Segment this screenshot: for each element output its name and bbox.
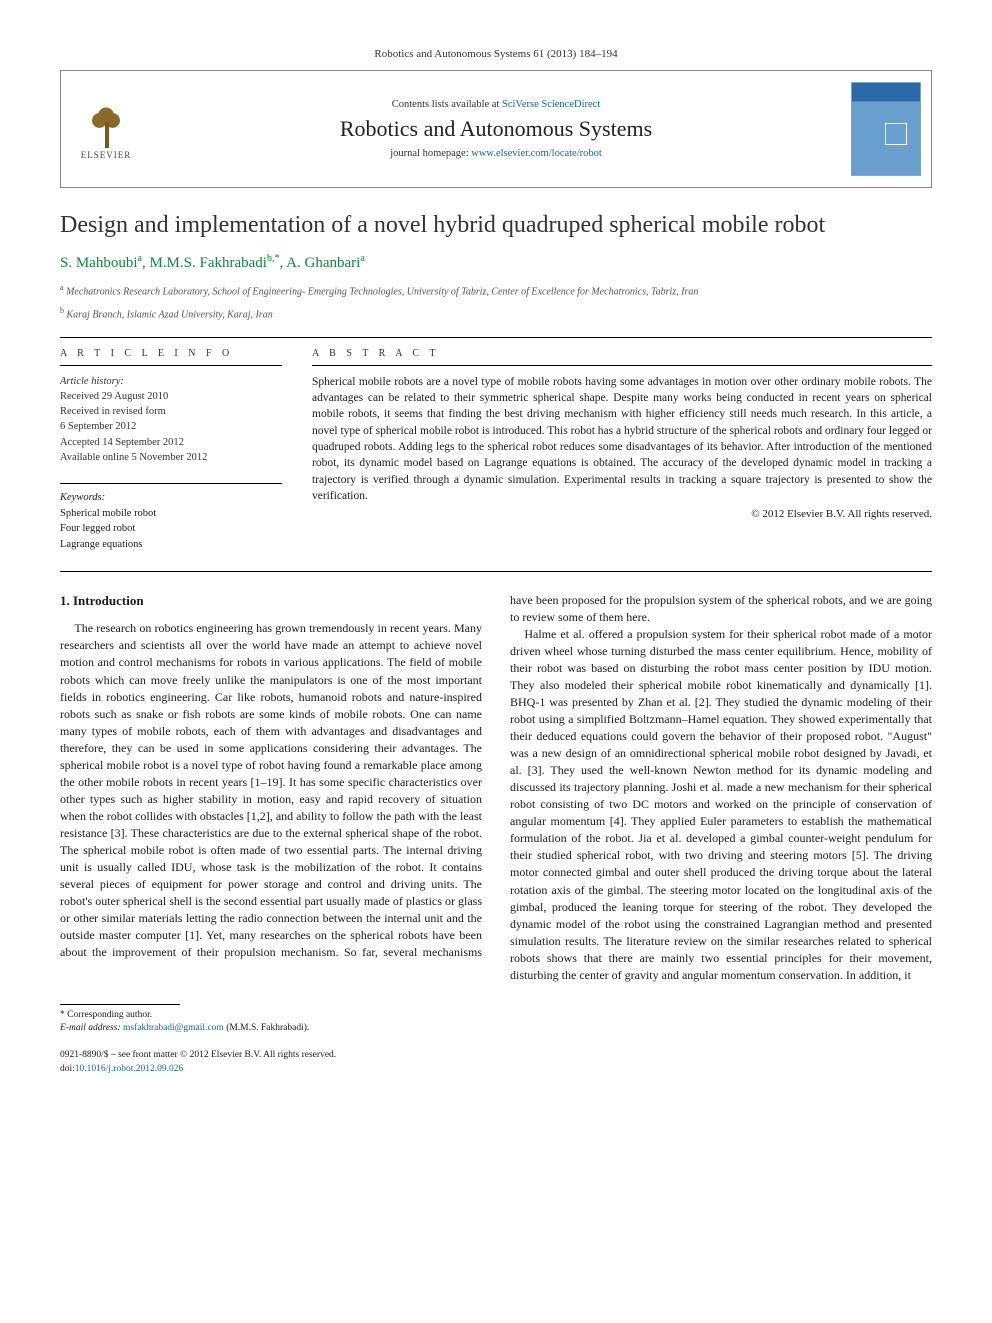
- sciencedirect-link[interactable]: SciVerse ScienceDirect: [502, 99, 600, 110]
- section-1-heading: 1. Introduction: [60, 592, 482, 610]
- keywords-block: Keywords: Spherical mobile robot Four le…: [60, 483, 282, 553]
- contents-line: Contents lists available at SciVerse Sci…: [151, 99, 841, 110]
- history-line-1: Received in revised form: [60, 404, 282, 419]
- affiliation-b: b Karaj Branch, Islamic Azad University,…: [60, 305, 932, 322]
- abstract-text: Spherical mobile robots are a novel type…: [312, 374, 932, 505]
- email-who: (M.M.S. Fakhrabadi).: [226, 1023, 309, 1033]
- history-label: Article history:: [60, 374, 282, 389]
- homepage-line: journal homepage: www.elsevier.com/locat…: [151, 148, 841, 159]
- contents-prefix: Contents lists available at: [392, 99, 502, 110]
- page-footer: 0921-8890/$ – see front matter © 2012 El…: [60, 1049, 932, 1076]
- article-info-heading: A R T I C L E I N F O: [60, 338, 282, 366]
- keyword-0: Spherical mobile robot: [60, 506, 282, 522]
- author-2-sup: b,*: [267, 253, 280, 264]
- keywords-label: Keywords:: [60, 483, 282, 506]
- journal-name: Robotics and Autonomous Systems: [151, 116, 841, 142]
- divider-full: [60, 571, 932, 572]
- publisher-name: ELSEVIER: [81, 150, 132, 160]
- footnote-rule: [60, 1004, 180, 1005]
- header-center: Contents lists available at SciVerse Sci…: [151, 71, 841, 187]
- history-line-4: Available online 5 November 2012: [60, 450, 282, 465]
- affil-b-text: Karaj Branch, Islamic Azad University, K…: [67, 310, 273, 321]
- abstract-heading: A B S T R A C T: [312, 338, 932, 366]
- keyword-2: Lagrange equations: [60, 537, 282, 553]
- email-label: E-mail address:: [60, 1023, 121, 1033]
- keyword-1: Four legged robot: [60, 521, 282, 537]
- doi-link[interactable]: 10.1016/j.robot.2012.09.026: [75, 1064, 183, 1074]
- homepage-link[interactable]: www.elsevier.com/locate/robot: [471, 148, 602, 159]
- section-1-para-2: Halme et al. offered a propulsion system…: [510, 626, 932, 984]
- homepage-prefix: journal homepage:: [390, 148, 471, 159]
- article-history: Article history: Received 29 August 2010…: [60, 374, 282, 465]
- issn-line: 0921-8890/$ – see front matter © 2012 El…: [60, 1049, 932, 1062]
- journal-reference: Robotics and Autonomous Systems 61 (2013…: [60, 48, 932, 60]
- elsevier-tree-icon: [84, 98, 128, 148]
- abstract-column: A B S T R A C T Spherical mobile robots …: [312, 338, 932, 553]
- corresponding-email-link[interactable]: msfakhrabadi@gmail.com: [123, 1023, 224, 1033]
- body-columns: 1. Introduction The research on robotics…: [60, 592, 932, 984]
- history-line-0: Received 29 August 2010: [60, 389, 282, 404]
- affil-a-text: Mechatronics Research Laboratory, School…: [66, 286, 698, 297]
- history-line-3: Accepted 14 September 2012: [60, 435, 282, 450]
- affiliation-a: a Mechatronics Research Laboratory, Scho…: [60, 282, 932, 299]
- corresponding-label: * Corresponding author.: [60, 1009, 932, 1022]
- affil-b-sup: b: [60, 306, 64, 315]
- affil-a-sup: a: [60, 283, 64, 292]
- journal-header: ELSEVIER Contents lists available at Sci…: [60, 70, 932, 188]
- author-1-name: S. Mahboubi: [60, 255, 138, 271]
- author-1[interactable]: S. Mahboubia: [60, 255, 142, 271]
- author-3-sup: a: [360, 253, 364, 264]
- journal-cover-thumbnail: [851, 82, 921, 176]
- abstract-copyright: © 2012 Elsevier B.V. All rights reserved…: [312, 508, 932, 520]
- doi-label: doi:: [60, 1064, 75, 1074]
- publisher-logo: ELSEVIER: [61, 71, 151, 187]
- history-line-2: 6 September 2012: [60, 419, 282, 434]
- author-3[interactable]: A. Ghanbaria: [286, 255, 365, 271]
- author-2[interactable]: M.M.S. Fakhrabadib,*: [149, 255, 279, 271]
- article-title: Design and implementation of a novel hyb…: [60, 212, 932, 239]
- author-3-name: A. Ghanbari: [286, 255, 360, 271]
- author-1-sup: a: [138, 253, 142, 264]
- author-2-name: M.M.S. Fakhrabadi: [149, 255, 267, 271]
- authors-line: S. Mahboubia, M.M.S. Fakhrabadib,*, A. G…: [60, 253, 932, 272]
- cover-cell: [841, 71, 931, 187]
- article-info-column: A R T I C L E I N F O Article history: R…: [60, 338, 282, 553]
- corresponding-footnote: * Corresponding author. E-mail address: …: [60, 1009, 932, 1036]
